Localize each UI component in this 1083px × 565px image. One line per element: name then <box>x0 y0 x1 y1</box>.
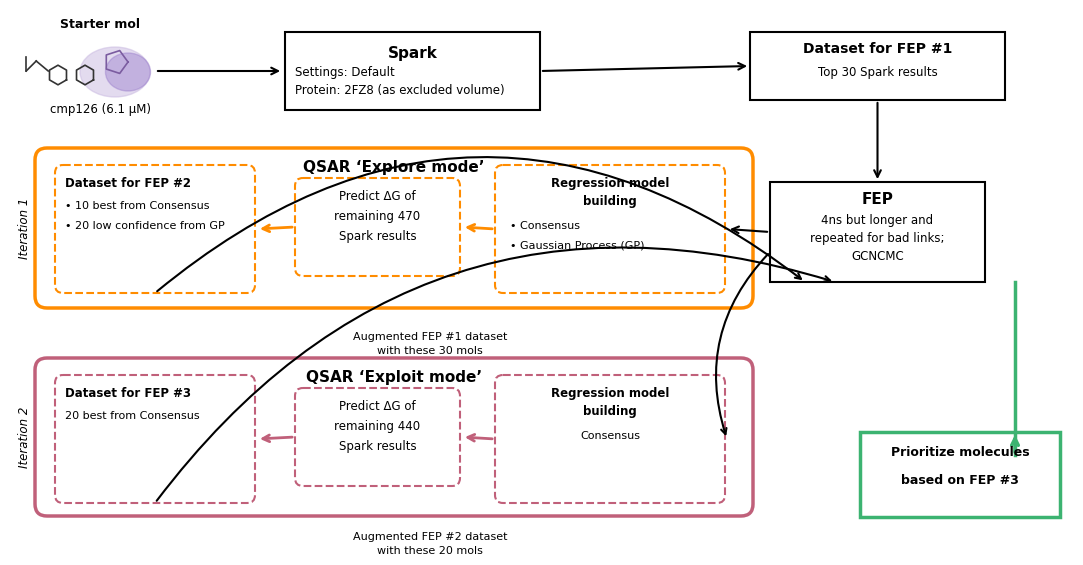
Text: FEP: FEP <box>862 192 893 207</box>
Text: 4ns but longer and: 4ns but longer and <box>821 214 934 227</box>
Text: repeated for bad links;: repeated for bad links; <box>810 232 944 245</box>
Text: Top 30 Spark results: Top 30 Spark results <box>818 66 938 79</box>
FancyBboxPatch shape <box>295 178 460 276</box>
Text: QSAR ‘Explore mode’: QSAR ‘Explore mode’ <box>303 160 485 175</box>
Text: • Consensus: • Consensus <box>510 221 580 231</box>
Text: Consensus: Consensus <box>580 431 640 441</box>
Text: Prioritize molecules: Prioritize molecules <box>890 446 1029 459</box>
FancyBboxPatch shape <box>495 165 725 293</box>
Text: remaining 440: remaining 440 <box>335 420 420 433</box>
Text: cmp126 (6.1 μM): cmp126 (6.1 μM) <box>50 103 151 116</box>
Text: GCNCMC: GCNCMC <box>851 250 904 263</box>
Text: 20 best from Consensus: 20 best from Consensus <box>65 411 199 421</box>
Ellipse shape <box>105 53 151 91</box>
Text: Predict ΔG of: Predict ΔG of <box>339 190 416 203</box>
Text: building: building <box>583 195 637 208</box>
Text: Regression model: Regression model <box>551 387 669 400</box>
Text: Predict ΔG of: Predict ΔG of <box>339 400 416 413</box>
Text: Dataset for FEP #3: Dataset for FEP #3 <box>65 387 191 400</box>
Text: Settings: Default: Settings: Default <box>295 66 394 79</box>
Text: • 20 low confidence from GP: • 20 low confidence from GP <box>65 221 225 231</box>
FancyBboxPatch shape <box>35 358 753 516</box>
Text: based on FEP #3: based on FEP #3 <box>901 474 1019 487</box>
Text: Spark: Spark <box>388 46 438 61</box>
Text: QSAR ‘Exploit mode’: QSAR ‘Exploit mode’ <box>305 370 482 385</box>
Bar <box>751 32 1005 100</box>
Bar <box>860 432 1060 517</box>
Text: • 10 best from Consensus: • 10 best from Consensus <box>65 201 209 211</box>
Text: building: building <box>583 405 637 418</box>
Text: • Gaussian Process (GP): • Gaussian Process (GP) <box>510 241 644 251</box>
Text: Augmented FEP #2 dataset
with these 20 mols: Augmented FEP #2 dataset with these 20 m… <box>353 532 507 556</box>
Text: Spark results: Spark results <box>339 440 416 453</box>
Text: Augmented FEP #1 dataset
with these 30 mols: Augmented FEP #1 dataset with these 30 m… <box>353 332 507 356</box>
FancyBboxPatch shape <box>295 388 460 486</box>
Text: Iteration 2: Iteration 2 <box>18 406 31 468</box>
Text: remaining 470: remaining 470 <box>335 210 420 223</box>
Text: Iteration 1: Iteration 1 <box>18 197 31 259</box>
Text: Spark results: Spark results <box>339 230 416 243</box>
Text: Starter mol: Starter mol <box>60 18 140 31</box>
Ellipse shape <box>80 47 151 97</box>
Text: Dataset for FEP #2: Dataset for FEP #2 <box>65 177 191 190</box>
Text: Dataset for FEP #1: Dataset for FEP #1 <box>803 42 952 56</box>
Bar <box>285 32 540 110</box>
Bar <box>770 182 986 282</box>
FancyBboxPatch shape <box>55 165 255 293</box>
FancyBboxPatch shape <box>35 148 753 308</box>
FancyBboxPatch shape <box>55 375 255 503</box>
FancyBboxPatch shape <box>495 375 725 503</box>
Text: Regression model: Regression model <box>551 177 669 190</box>
Text: Protein: 2FZ8 (as excluded volume): Protein: 2FZ8 (as excluded volume) <box>295 84 505 97</box>
